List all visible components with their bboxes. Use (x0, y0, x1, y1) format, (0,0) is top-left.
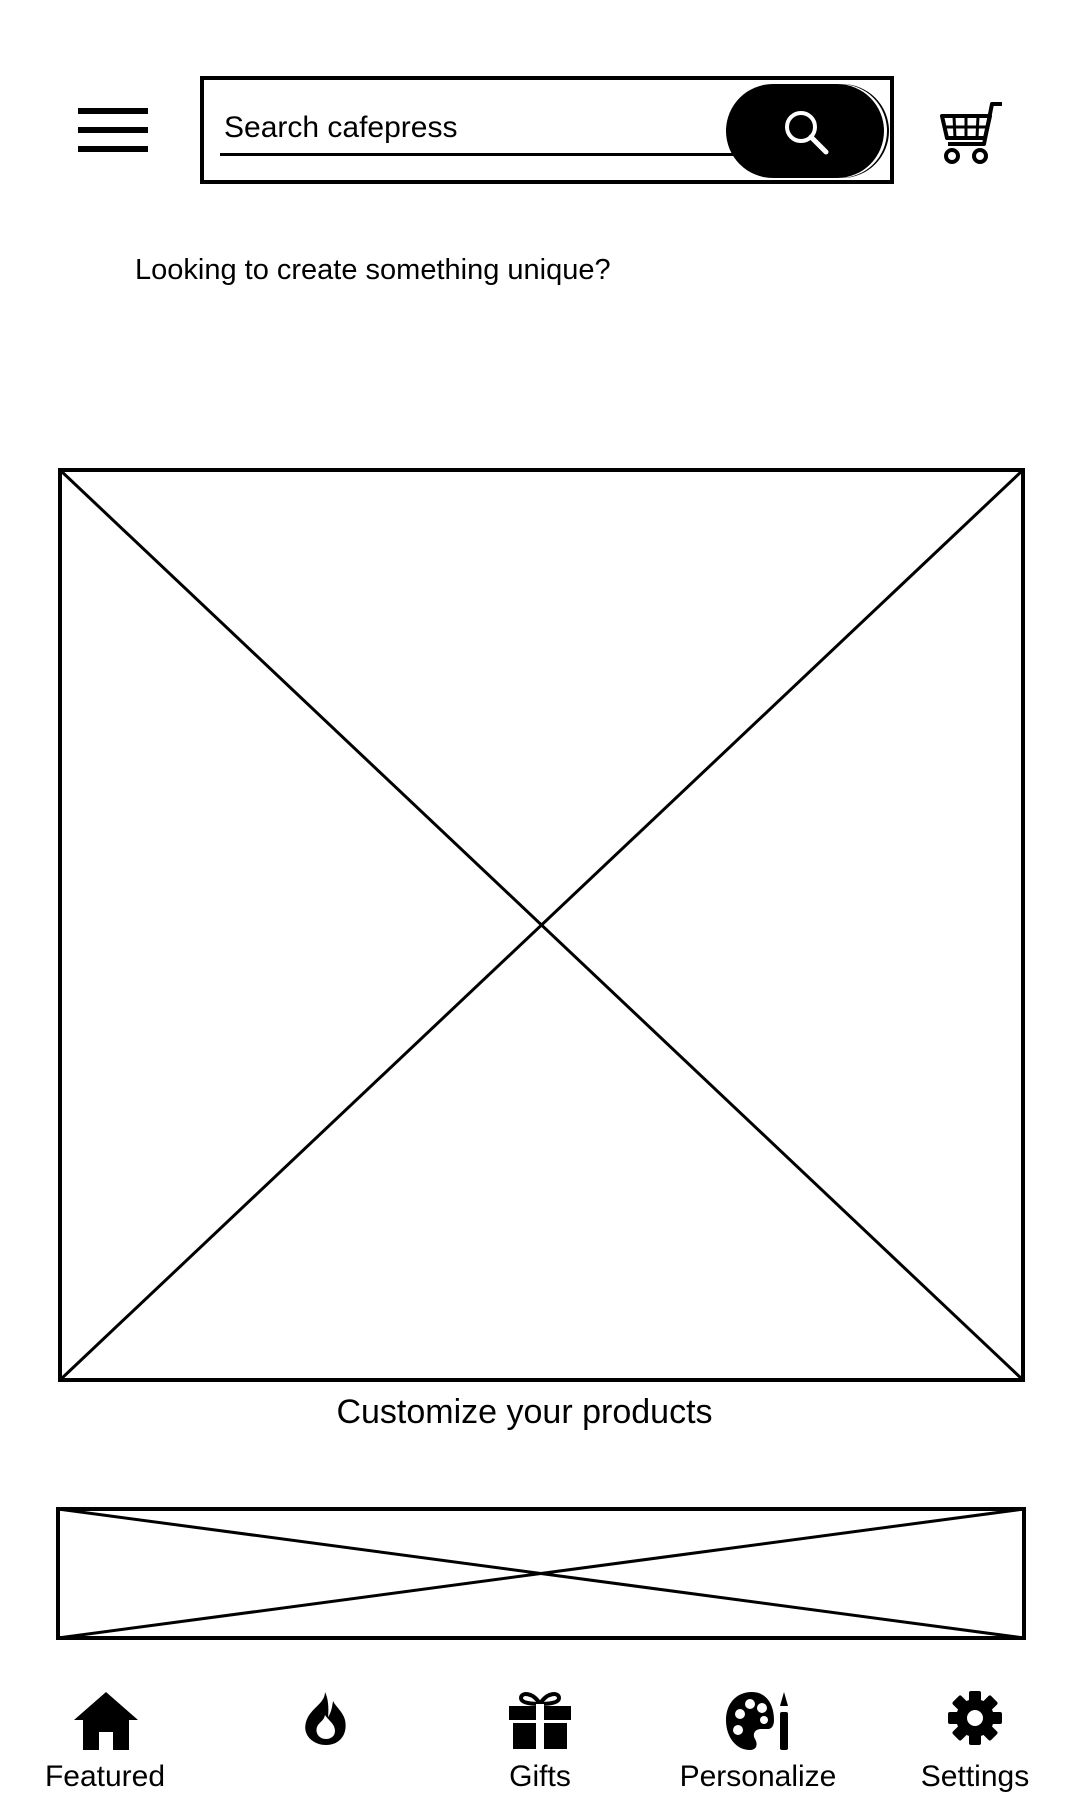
menu-icon-bar (78, 146, 148, 152)
image-placeholder-icon (58, 468, 1025, 1382)
hero-caption: Customize your products (336, 1393, 713, 1431)
cart-icon (940, 102, 1002, 164)
image-placeholder-icon (56, 1507, 1026, 1640)
nav-label-personalize: Personalize (679, 1760, 837, 1793)
search-button[interactable] (726, 84, 884, 178)
nav-item-trending[interactable] (285, 1690, 365, 1800)
nav-label-settings: Settings (920, 1760, 1030, 1793)
nav-item-gifts[interactable]: Gifts (490, 1690, 590, 1800)
search-input[interactable] (220, 102, 740, 156)
banner-image-placeholder[interactable] (56, 1507, 1026, 1640)
nav-label-gifts: Gifts (509, 1760, 571, 1793)
flame-icon (305, 1692, 346, 1745)
hero-image-placeholder[interactable] (58, 468, 1025, 1382)
cart-button[interactable] (936, 100, 1006, 168)
menu-icon-bar (78, 127, 148, 133)
search-icon (785, 111, 829, 155)
nav-item-settings[interactable]: Settings (900, 1690, 1050, 1800)
menu-icon-bar (78, 108, 148, 114)
palette-icon (726, 1692, 788, 1750)
gear-icon (948, 1691, 1002, 1745)
menu-button[interactable] (78, 108, 148, 152)
search-bar (200, 76, 894, 184)
home-icon (74, 1692, 138, 1750)
gift-icon (509, 1692, 571, 1750)
nav-item-featured[interactable]: Featured (30, 1690, 180, 1800)
nav-item-personalize[interactable]: Personalize (668, 1690, 848, 1800)
tagline-text: Looking to create something unique? (135, 254, 611, 286)
nav-label-featured: Featured (44, 1760, 166, 1793)
